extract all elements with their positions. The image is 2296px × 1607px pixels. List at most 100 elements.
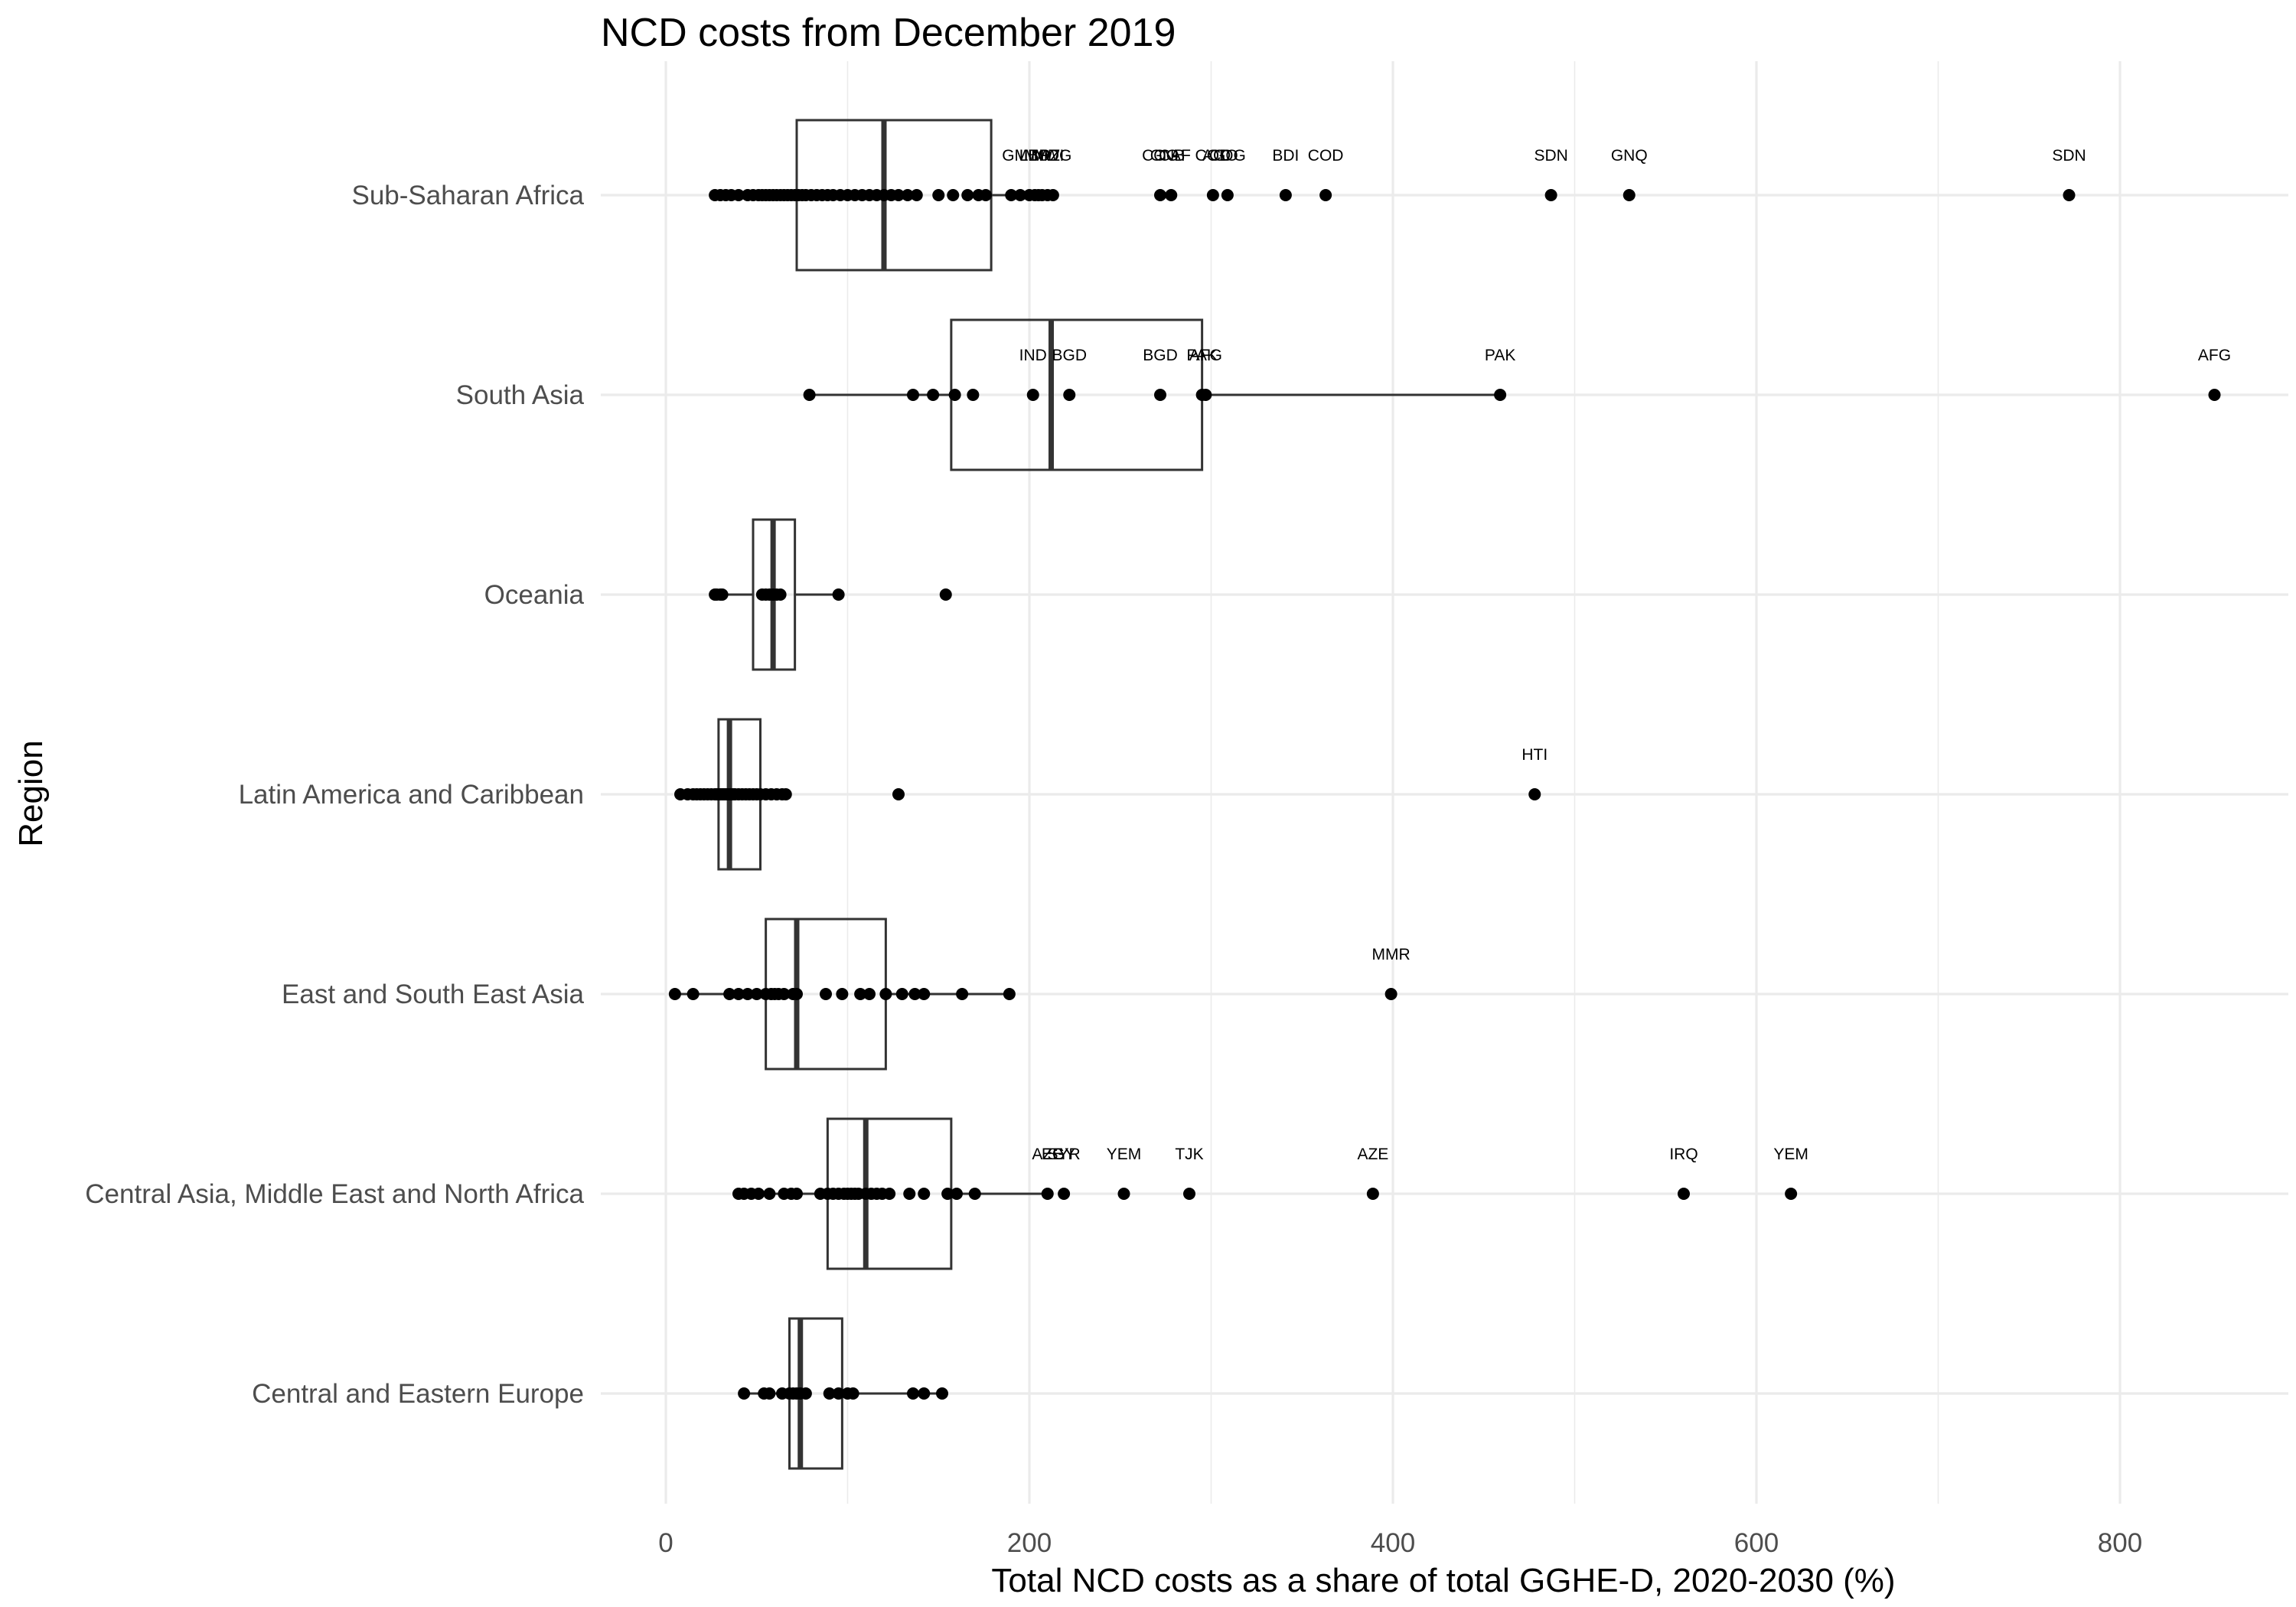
x-tick-label: 800 [2098, 1528, 2142, 1558]
data-point-central-and-eastern-europe [918, 1387, 930, 1400]
data-point-oceania [775, 588, 787, 601]
point-label-latin-america-and-caribbean: HTI [1521, 746, 1548, 764]
data-point-central-and-eastern-europe [847, 1387, 859, 1400]
data-point-central-asia-middle-east-and-north-africa [1367, 1188, 1379, 1200]
data-point-sub-saharan-africa [932, 189, 944, 201]
grid [601, 61, 2288, 1504]
category-label-central-asia-middle-east-and-north-africa: Central Asia, Middle East and North Afri… [85, 1179, 584, 1209]
data-point-east-and-south-east-asia [669, 988, 681, 1000]
data-point-central-and-eastern-europe [800, 1387, 812, 1400]
data-point-central-and-eastern-europe [763, 1387, 775, 1400]
data-point-central-asia-middle-east-and-north-africa [1058, 1188, 1070, 1200]
point-label-central-asia-middle-east-and-north-africa: AZE [1357, 1146, 1388, 1163]
data-point-central-asia-middle-east-and-north-africa [918, 1188, 930, 1200]
data-point-south-asia [1494, 389, 1506, 401]
chart-title: NCD costs from December 2019 [601, 11, 1176, 55]
category-label-latin-america-and-caribbean: Latin America and Caribbean [239, 780, 584, 810]
data-point-latin-america-and-caribbean [892, 788, 905, 800]
category-label-oceania: Oceania [484, 580, 585, 610]
data-point-east-and-south-east-asia [863, 988, 876, 1000]
data-point-central-and-eastern-europe [738, 1387, 750, 1400]
data-point-central-asia-middle-east-and-north-africa [1042, 1188, 1054, 1200]
point-label-sub-saharan-africa: MDG [1034, 147, 1071, 165]
x-tick-label: 200 [1007, 1528, 1052, 1558]
category-label-east-and-south-east-asia: East and South East Asia [282, 980, 585, 1009]
data-point-sub-saharan-africa [1319, 189, 1332, 201]
data-point-south-asia [1199, 389, 1212, 401]
data-point-south-asia [1154, 389, 1166, 401]
data-point-east-and-south-east-asia [687, 988, 700, 1000]
data-point-sub-saharan-africa [2063, 189, 2076, 201]
point-label-central-asia-middle-east-and-north-africa: IRQ [1669, 1146, 1698, 1163]
point-label-sub-saharan-africa: GNQ [1611, 147, 1648, 165]
data-point-sub-saharan-africa [1207, 189, 1219, 201]
point-label-sub-saharan-africa: SDN [1534, 147, 1567, 165]
data-point-central-asia-middle-east-and-north-africa [1785, 1188, 1797, 1200]
x-tick-label: 400 [1371, 1528, 1415, 1558]
point-label-south-asia: AFG [2198, 347, 2231, 364]
point-label-east-and-south-east-asia: MMR [1372, 946, 1411, 963]
point-label-central-asia-middle-east-and-north-africa: SYR [1048, 1146, 1081, 1163]
point-label-sub-saharan-africa: CAF [1159, 147, 1191, 165]
point-label-sub-saharan-africa: SDN [2052, 147, 2086, 165]
data-point-central-and-eastern-europe [936, 1387, 948, 1400]
data-point-central-asia-middle-east-and-north-africa [883, 1188, 895, 1200]
data-point-sub-saharan-africa [947, 189, 959, 201]
data-point-central-asia-middle-east-and-north-africa [763, 1188, 775, 1200]
data-point-sub-saharan-africa [1221, 189, 1234, 201]
point-label-south-asia: IND [1019, 347, 1047, 364]
data-point-sub-saharan-africa [980, 189, 992, 201]
point-label-sub-saharan-africa: COD [1308, 147, 1344, 165]
data-point-sub-saharan-africa [1545, 189, 1557, 201]
data-point-south-asia [2209, 389, 2221, 401]
category-label-central-and-eastern-europe: Central and Eastern Europe [252, 1379, 584, 1409]
data-point-south-asia [949, 389, 961, 401]
data-point-south-asia [1027, 389, 1039, 401]
data-point-central-asia-middle-east-and-north-africa [752, 1188, 765, 1200]
point-label-south-asia: AFG [1189, 347, 1222, 364]
data-point-sub-saharan-africa [1154, 189, 1166, 201]
point-label-central-asia-middle-east-and-north-africa: TJK [1175, 1146, 1203, 1163]
data-point-east-and-south-east-asia [820, 988, 832, 1000]
point-label-sub-saharan-africa: COG [1209, 147, 1246, 165]
data-point-sub-saharan-africa [911, 189, 923, 201]
x-tick-label: 0 [658, 1528, 673, 1558]
data-point-south-asia [927, 389, 939, 401]
point-label-central-asia-middle-east-and-north-africa: YEM [1773, 1146, 1808, 1163]
y-axis-category-labels: Sub-Saharan Africa South Asia Oceania Latin… [85, 181, 584, 1409]
data-point-central-asia-middle-east-and-north-africa [951, 1188, 963, 1200]
data-point-central-asia-middle-east-and-north-africa [791, 1188, 803, 1200]
data-point-east-and-south-east-asia [791, 988, 803, 1000]
data-point-south-asia [967, 389, 979, 401]
data-point-east-and-south-east-asia [836, 988, 848, 1000]
data-point-sub-saharan-africa [961, 189, 974, 201]
data-point-central-asia-middle-east-and-north-africa [969, 1188, 981, 1200]
data-point-central-asia-middle-east-and-north-africa [1183, 1188, 1195, 1200]
y-axis-title: Region [12, 740, 50, 846]
data-point-oceania [940, 588, 952, 601]
data-point-south-asia [907, 389, 919, 401]
point-label-sub-saharan-africa: BDI [1272, 147, 1299, 165]
data-point-central-asia-middle-east-and-north-africa [1678, 1188, 1690, 1200]
x-axis-tick-labels: 0 200 400 600 800 [658, 1528, 2142, 1558]
category-label-south-asia: South Asia [456, 380, 585, 410]
point-label-central-asia-middle-east-and-north-africa: YEM [1107, 1146, 1142, 1163]
data-point-sub-saharan-africa [1047, 189, 1059, 201]
data-point-east-and-south-east-asia [879, 988, 892, 1000]
data-point-east-and-south-east-asia [1385, 988, 1397, 1000]
data-point-central-asia-middle-east-and-north-africa [903, 1188, 915, 1200]
data-point-sub-saharan-africa [1165, 189, 1177, 201]
data-point-latin-america-and-caribbean [1528, 788, 1541, 800]
data-point-oceania [833, 588, 845, 601]
data-point-sub-saharan-africa [1280, 189, 1292, 201]
data-point-central-asia-middle-east-and-north-africa [1118, 1188, 1130, 1200]
data-point-east-and-south-east-asia [956, 988, 968, 1000]
category-label-sub-saharan-africa: Sub-Saharan Africa [351, 181, 584, 210]
data-point-central-and-eastern-europe [907, 1387, 919, 1400]
data-point-south-asia [804, 389, 816, 401]
data-point-south-asia [1063, 389, 1075, 401]
x-tick-label: 600 [1734, 1528, 1779, 1558]
point-label-south-asia: PAK [1485, 347, 1515, 364]
